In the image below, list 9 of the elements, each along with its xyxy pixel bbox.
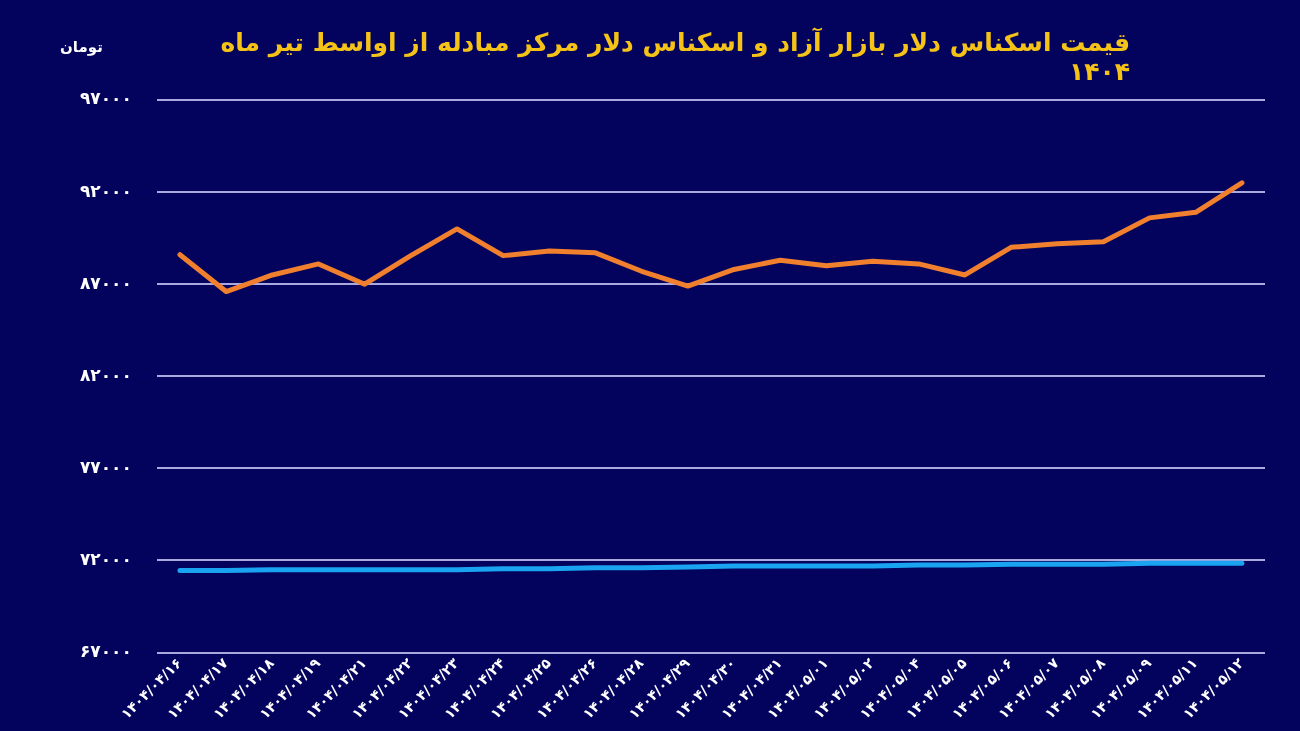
chart-title: قیمت اسکناس دلار بازار آزاد و اسکناس دلار مرکز مبادله از اواسط تیر ماه ۱۴۰۴ [219,28,1130,86]
y-tick-label: ۹۷۰۰۰ [79,88,132,109]
y-tick-label: ۸۲۰۰۰ [79,364,132,385]
y-tick-label: ۷۲۰۰۰ [79,548,132,569]
y-tick-label: ۶۷۰۰۰ [79,640,132,661]
y-tick-label: ۷۷۰۰۰ [79,456,132,477]
y-tick-label: ۸۷۰۰۰ [79,272,132,293]
y-axis-title: تومان [60,38,103,56]
y-tick-label: ۹۲۰۰۰ [79,180,132,201]
